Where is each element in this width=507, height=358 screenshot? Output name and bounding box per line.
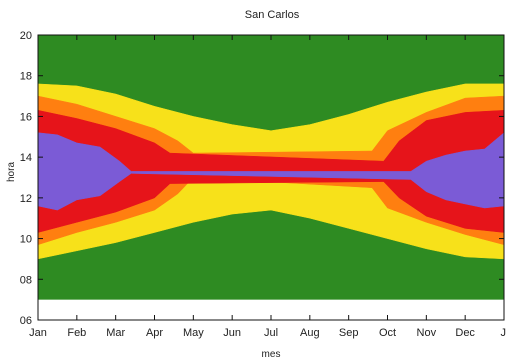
x-tick-label: Jun (223, 327, 241, 339)
y-tick-label: 18 (20, 71, 32, 83)
y-tick-label: 16 (20, 111, 32, 123)
plot-area (37, 35, 505, 300)
x-axis-label: mes (262, 349, 281, 358)
x-tick-label: Jul (264, 327, 278, 339)
y-tick-label: 20 (20, 30, 32, 42)
y-tick-label: 08 (20, 274, 32, 286)
x-tick-label: J (501, 327, 507, 339)
y-tick-label: 10 (20, 234, 32, 246)
y-tick-label: 06 (20, 315, 32, 327)
x-tick-label: Dec (455, 327, 475, 339)
x-tick-label: Sep (339, 327, 359, 339)
y-tick-label: 14 (20, 152, 32, 164)
x-tick-label: Oct (379, 327, 396, 339)
x-tick-label: Apr (146, 327, 163, 339)
y-axis: 06 08 10 12 14 16 18 20 (20, 30, 504, 327)
x-tick-label: Jan (29, 327, 47, 339)
x-tick-label: Nov (417, 327, 437, 339)
y-axis-label: hora (6, 162, 17, 182)
x-tick-label: Aug (300, 327, 320, 339)
y-tick-label: 12 (20, 193, 32, 205)
chart-title: San Carlos (245, 9, 300, 21)
x-tick-label: Feb (67, 327, 86, 339)
x-tick-label: Mar (106, 327, 125, 339)
x-tick-label: May (183, 327, 204, 339)
x-axis: Jan Feb Mar Apr May Jun Jul Aug Sep Oct Nov Dec J (29, 35, 506, 339)
